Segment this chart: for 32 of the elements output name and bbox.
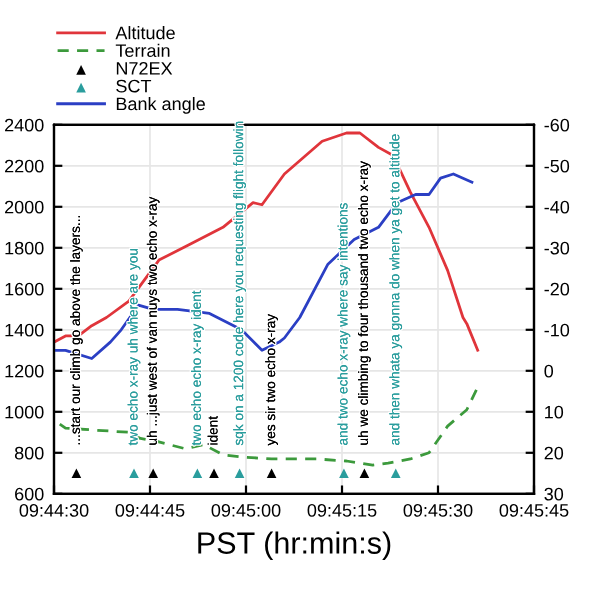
x-tick-label: 09:44:30 <box>19 504 89 517</box>
y-tick-label: 2400 <box>5 118 44 132</box>
x-tick-label: 09:45:45 <box>499 504 569 517</box>
x-axis-title: PST (hr:min:s) <box>198 531 391 560</box>
x-tick-label: 09:45:15 <box>307 504 377 517</box>
legend-label: Bank angle <box>116 96 205 114</box>
y-tick-label: 1000 <box>5 405 44 419</box>
x-tick-label: 09:45:30 <box>403 504 473 517</box>
y2-tick-label: 10 <box>545 405 564 419</box>
y2-tick-label: -50 <box>544 159 570 173</box>
x-tick-label: 09:44:45 <box>115 504 185 517</box>
legend-label: Altitude <box>115 26 175 40</box>
y-tick-label: 1400 <box>5 323 44 337</box>
y2-tick-label: -20 <box>544 282 570 296</box>
y2-tick-label: -10 <box>544 323 570 337</box>
legend-label: Terrain <box>115 43 170 58</box>
y-tick-label: 1600 <box>5 282 44 296</box>
y2-tick-label: -40 <box>544 200 570 214</box>
y-tick-label: 1800 <box>5 241 44 255</box>
y-tick-label: 600 <box>15 487 44 501</box>
x-tick-label: 09:45:00 <box>211 504 281 517</box>
y2-tick-label: -60 <box>544 118 570 132</box>
legend-label: SCT <box>116 79 152 93</box>
y2-tick-label: 30 <box>544 487 564 501</box>
y-tick-label: 800 <box>14 446 44 460</box>
y-tick-label: 2000 <box>5 200 44 214</box>
y-tick-label: 1200 <box>5 364 44 378</box>
y2-tick-label: -30 <box>544 241 570 255</box>
legend-label: N72EX <box>116 61 173 75</box>
y2-tick-label: 0 <box>544 364 554 378</box>
y2-tick-label: 20 <box>544 446 564 460</box>
y-tick-label: 2200 <box>5 159 44 173</box>
